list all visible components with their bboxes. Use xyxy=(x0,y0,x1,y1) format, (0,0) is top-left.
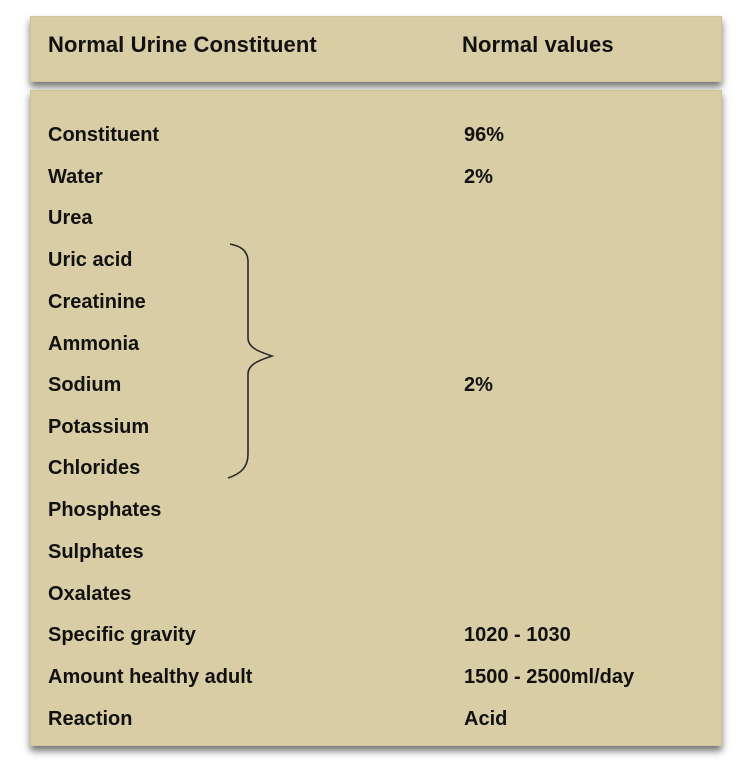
row-constituent-name: Creatinine xyxy=(48,291,146,313)
row-constituent-name: Sodium xyxy=(48,374,122,396)
row-value: 96% xyxy=(464,124,505,146)
row-constituent-name: Ammonia xyxy=(48,333,140,355)
row-value: 1500 - 2500ml/day xyxy=(464,666,635,688)
table-header-panel xyxy=(30,16,722,82)
row-constituent-name: Urea xyxy=(48,207,93,229)
table-row: Constituent 96% xyxy=(0,118,741,152)
table-row: Oxalates xyxy=(0,577,741,611)
table-row: Amount healthy adult 1500 - 2500ml/day xyxy=(0,660,741,694)
table-row: Reaction Acid xyxy=(0,702,741,736)
row-constituent-name: Amount healthy adult xyxy=(48,666,253,688)
row-constituent-name: Water xyxy=(48,166,103,188)
row-value: Acid xyxy=(464,708,508,730)
table-row: Phosphates xyxy=(0,493,741,527)
row-constituent-name: Oxalates xyxy=(48,583,132,605)
row-value: 1020 - 1030 xyxy=(464,624,571,646)
row-constituent-name: Potassium xyxy=(48,416,150,438)
table-row: Uric acid xyxy=(0,243,741,277)
row-constituent-name: Uric acid xyxy=(48,249,133,271)
row-constituent-name: Specific gravity xyxy=(48,624,196,646)
table-row: Ammonia xyxy=(0,327,741,361)
row-constituent-name: Constituent xyxy=(48,124,160,146)
row-constituent-name: Phosphates xyxy=(48,499,162,521)
table-body-panel xyxy=(30,90,722,746)
table-row: Creatinine xyxy=(0,285,741,319)
row-value: 2% xyxy=(464,166,493,188)
table-row: Water 2% xyxy=(0,160,741,194)
row-constituent-name: Chlorides xyxy=(48,457,141,479)
row-value: 2% xyxy=(464,374,493,396)
row-constituent-name: Sulphates xyxy=(48,541,144,563)
table-row: Sulphates xyxy=(0,535,741,569)
column-header-normal-values: Normal values xyxy=(462,32,614,57)
row-constituent-name: Reaction xyxy=(48,708,133,730)
table-row: Sodium 2% xyxy=(0,368,741,402)
grouping-brace-icon xyxy=(227,243,275,479)
table-row: Urea xyxy=(0,201,741,235)
table-row: Specific gravity 1020 - 1030 xyxy=(0,618,741,652)
table-row: Potassium xyxy=(0,410,741,444)
column-header-constituent: Normal Urine Constituent xyxy=(48,32,317,57)
table-row: Chlorides xyxy=(0,451,741,485)
